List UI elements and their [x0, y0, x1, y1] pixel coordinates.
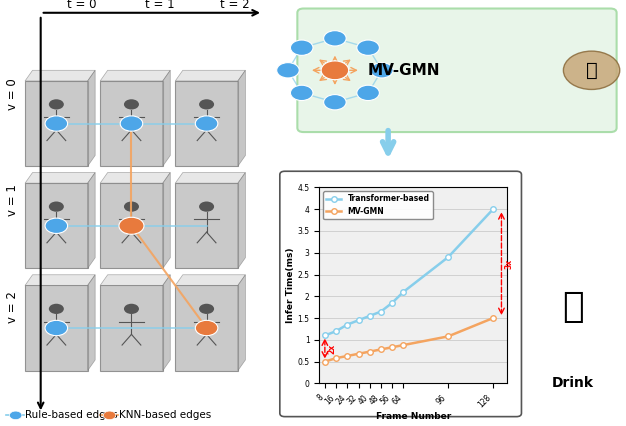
Text: 2x: 2x	[327, 343, 336, 354]
Text: t = 0: t = 0	[66, 0, 96, 11]
Circle shape	[45, 218, 68, 233]
Circle shape	[290, 40, 313, 55]
Circle shape	[199, 99, 214, 109]
MV-GMN	[355, 351, 362, 356]
Legend: Transformer-based, MV-GMN: Transformer-based, MV-GMN	[323, 191, 433, 219]
Transformer-based	[444, 255, 452, 260]
Circle shape	[124, 201, 139, 212]
Polygon shape	[25, 173, 95, 183]
Polygon shape	[88, 275, 95, 371]
Circle shape	[124, 99, 139, 109]
Polygon shape	[88, 173, 95, 268]
MV-GMN	[344, 354, 351, 359]
Polygon shape	[238, 173, 245, 268]
MV-GMN	[444, 334, 452, 339]
Circle shape	[49, 304, 64, 314]
Transformer-based	[377, 309, 385, 314]
Line: Transformer-based: Transformer-based	[322, 207, 496, 338]
Transformer-based	[490, 207, 497, 212]
MV-GMN	[399, 343, 407, 348]
Text: v = 1: v = 1	[6, 184, 19, 216]
Text: t = 2: t = 2	[220, 0, 250, 11]
Text: v = 0: v = 0	[6, 78, 19, 109]
Circle shape	[563, 51, 620, 89]
MV-GMN	[388, 345, 396, 350]
MV-GMN	[332, 356, 340, 361]
Text: MV-GMN: MV-GMN	[367, 63, 440, 78]
FancyBboxPatch shape	[25, 183, 88, 268]
Circle shape	[357, 85, 379, 101]
MV-GMN	[366, 349, 374, 354]
Circle shape	[321, 61, 349, 80]
MV-GMN	[490, 316, 497, 321]
Text: 3x: 3x	[505, 259, 514, 269]
Circle shape	[120, 116, 143, 131]
Text: t = 1: t = 1	[145, 0, 175, 11]
FancyBboxPatch shape	[175, 81, 238, 166]
Text: 🧒: 🧒	[562, 290, 583, 324]
Transformer-based	[366, 314, 374, 319]
Polygon shape	[163, 275, 170, 371]
Text: 🗿: 🗿	[586, 61, 597, 80]
Circle shape	[290, 85, 313, 101]
Text: Rule-based edges: Rule-based edges	[25, 410, 118, 420]
Transformer-based	[388, 300, 396, 305]
FancyBboxPatch shape	[175, 285, 238, 371]
Circle shape	[199, 201, 214, 212]
Polygon shape	[25, 275, 95, 285]
MV-GMN	[377, 347, 385, 352]
Circle shape	[324, 31, 346, 46]
Transformer-based	[332, 328, 340, 334]
Text: v = 2: v = 2	[6, 291, 19, 322]
Circle shape	[49, 99, 64, 109]
FancyBboxPatch shape	[100, 81, 163, 166]
Polygon shape	[175, 275, 245, 285]
FancyBboxPatch shape	[25, 81, 88, 166]
Circle shape	[9, 411, 22, 420]
Polygon shape	[175, 70, 245, 81]
Circle shape	[195, 320, 218, 336]
Polygon shape	[100, 275, 170, 285]
Polygon shape	[238, 275, 245, 371]
Circle shape	[45, 320, 68, 336]
Polygon shape	[100, 70, 170, 81]
Circle shape	[324, 95, 346, 110]
Circle shape	[277, 63, 299, 78]
Circle shape	[371, 63, 393, 78]
Polygon shape	[163, 70, 170, 166]
Circle shape	[45, 116, 68, 131]
Polygon shape	[88, 70, 95, 166]
Polygon shape	[25, 70, 95, 81]
Transformer-based	[344, 322, 351, 327]
FancyBboxPatch shape	[175, 183, 238, 268]
Text: Drink: Drink	[552, 377, 594, 390]
Circle shape	[195, 116, 218, 131]
FancyBboxPatch shape	[297, 9, 617, 132]
Polygon shape	[175, 173, 245, 183]
Polygon shape	[100, 173, 170, 183]
Transformer-based	[321, 333, 329, 338]
FancyBboxPatch shape	[25, 285, 88, 371]
Circle shape	[119, 217, 144, 234]
Y-axis label: Infer Time(ms): Infer Time(ms)	[285, 248, 295, 323]
Circle shape	[103, 411, 116, 420]
Circle shape	[199, 304, 214, 314]
Transformer-based	[399, 289, 407, 294]
Text: KNN-based edges: KNN-based edges	[119, 410, 211, 420]
MV-GMN	[321, 359, 329, 364]
Polygon shape	[163, 173, 170, 268]
Circle shape	[49, 201, 64, 212]
FancyBboxPatch shape	[100, 183, 163, 268]
FancyBboxPatch shape	[100, 285, 163, 371]
Circle shape	[124, 304, 139, 314]
Polygon shape	[238, 70, 245, 166]
Line: MV-GMN: MV-GMN	[322, 315, 496, 364]
Circle shape	[357, 40, 379, 55]
FancyBboxPatch shape	[280, 171, 521, 417]
X-axis label: Frame Number: Frame Number	[376, 412, 451, 421]
Transformer-based	[355, 318, 362, 323]
